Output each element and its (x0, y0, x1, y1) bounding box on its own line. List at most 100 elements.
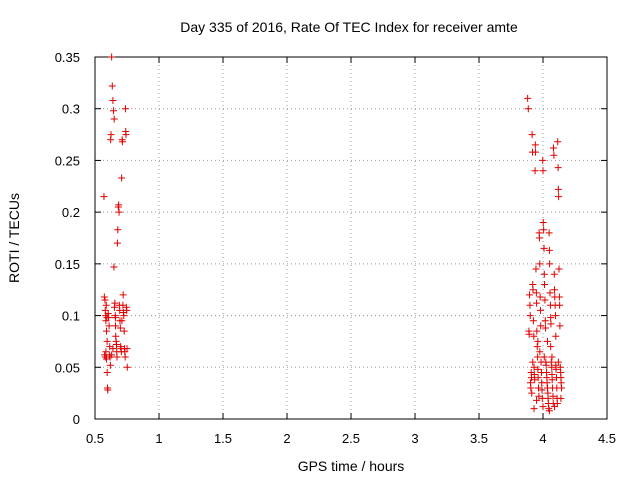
y-tick-label: 0.05 (55, 360, 80, 375)
x-tick-label: 0.5 (86, 431, 104, 446)
y-tick-label: 0.15 (55, 257, 80, 272)
data-point (548, 376, 556, 384)
data-point (548, 353, 556, 361)
y-tick-label: 0 (73, 412, 80, 427)
data-point (551, 403, 559, 411)
data-point (108, 82, 116, 90)
data-point (530, 363, 538, 371)
data-point (121, 353, 129, 361)
data-point (548, 363, 556, 371)
data-point (113, 353, 121, 361)
data-point (111, 314, 119, 322)
data-point (531, 167, 539, 175)
data-point (550, 151, 558, 159)
data-point (540, 244, 548, 252)
y-tick-label: 0.1 (62, 309, 80, 324)
data-point (528, 131, 536, 139)
data-point (555, 293, 563, 301)
data-point (106, 361, 114, 369)
data-point (539, 403, 547, 411)
data-point (530, 405, 538, 413)
data-point (526, 312, 534, 320)
data-point (558, 384, 566, 392)
x-tick-label: 4 (539, 431, 546, 446)
x-tick-label: 1.5 (214, 431, 232, 446)
data-point (527, 384, 535, 392)
data-point (533, 343, 541, 351)
data-point (546, 260, 554, 268)
x-axis-title: GPS time / hours (298, 458, 405, 474)
data-point (110, 115, 118, 123)
y-axis-title: ROTI / TECUs (6, 193, 22, 283)
data-point (537, 322, 545, 330)
data-point (123, 306, 131, 314)
data-point (115, 208, 123, 216)
data-point (105, 314, 113, 322)
data-point (534, 337, 542, 345)
data-point (529, 317, 537, 325)
data-point (526, 291, 534, 299)
data-point (100, 193, 108, 201)
data-point (549, 144, 557, 152)
data-point (536, 293, 544, 301)
y-tick-label: 0.25 (55, 153, 80, 168)
data-point (542, 361, 550, 369)
data-point (541, 296, 549, 304)
data-point (542, 324, 550, 332)
data-point (530, 332, 538, 340)
x-tick-label: 1 (155, 431, 162, 446)
data-point (532, 289, 540, 297)
data-point (543, 337, 551, 345)
data-point (533, 327, 541, 335)
data-point (539, 167, 547, 175)
data-point (557, 394, 565, 402)
data-point (123, 345, 131, 353)
data-point (532, 265, 540, 273)
data-point (549, 392, 557, 400)
data-point (547, 343, 555, 351)
data-point (102, 348, 110, 356)
data-point (103, 368, 111, 376)
data-point (545, 246, 553, 254)
data-point (111, 299, 119, 307)
data-point (534, 365, 542, 373)
data-point (116, 324, 124, 332)
data-point (541, 281, 549, 289)
data-point (555, 265, 563, 273)
data-point (554, 164, 562, 172)
data-point (547, 314, 555, 322)
data-point (534, 374, 542, 382)
data-point (536, 260, 544, 268)
data-point (551, 286, 559, 294)
data-point (121, 105, 129, 113)
data-point (108, 53, 116, 61)
axis-ticks: 0.5 1 1.5 2 2.5 3 3.5 4 4.5 0 0.05 0.1 0.15 0.2 0.25 0.… (55, 50, 616, 446)
data-point (547, 320, 555, 328)
data-point (120, 327, 128, 335)
data-point (102, 301, 110, 309)
data-point (535, 234, 543, 242)
x-tick-label: 3 (411, 431, 418, 446)
data-point (556, 301, 564, 309)
data-point (525, 330, 533, 338)
data-point (552, 312, 560, 320)
data-point (526, 301, 534, 309)
data-point (550, 270, 558, 278)
data-point (529, 358, 537, 366)
data-point (545, 407, 553, 415)
data-point (554, 185, 562, 193)
data-point (114, 226, 122, 234)
data-point (115, 201, 123, 209)
data-point (552, 365, 560, 373)
data-point (119, 138, 127, 146)
grid-lines (95, 57, 607, 419)
data-point (528, 389, 536, 397)
data-point (533, 396, 541, 404)
data-point (118, 174, 126, 182)
data-point (555, 193, 563, 201)
data-point (529, 286, 537, 294)
data-point (536, 306, 544, 314)
data-point (554, 358, 562, 366)
data-point (540, 226, 548, 234)
